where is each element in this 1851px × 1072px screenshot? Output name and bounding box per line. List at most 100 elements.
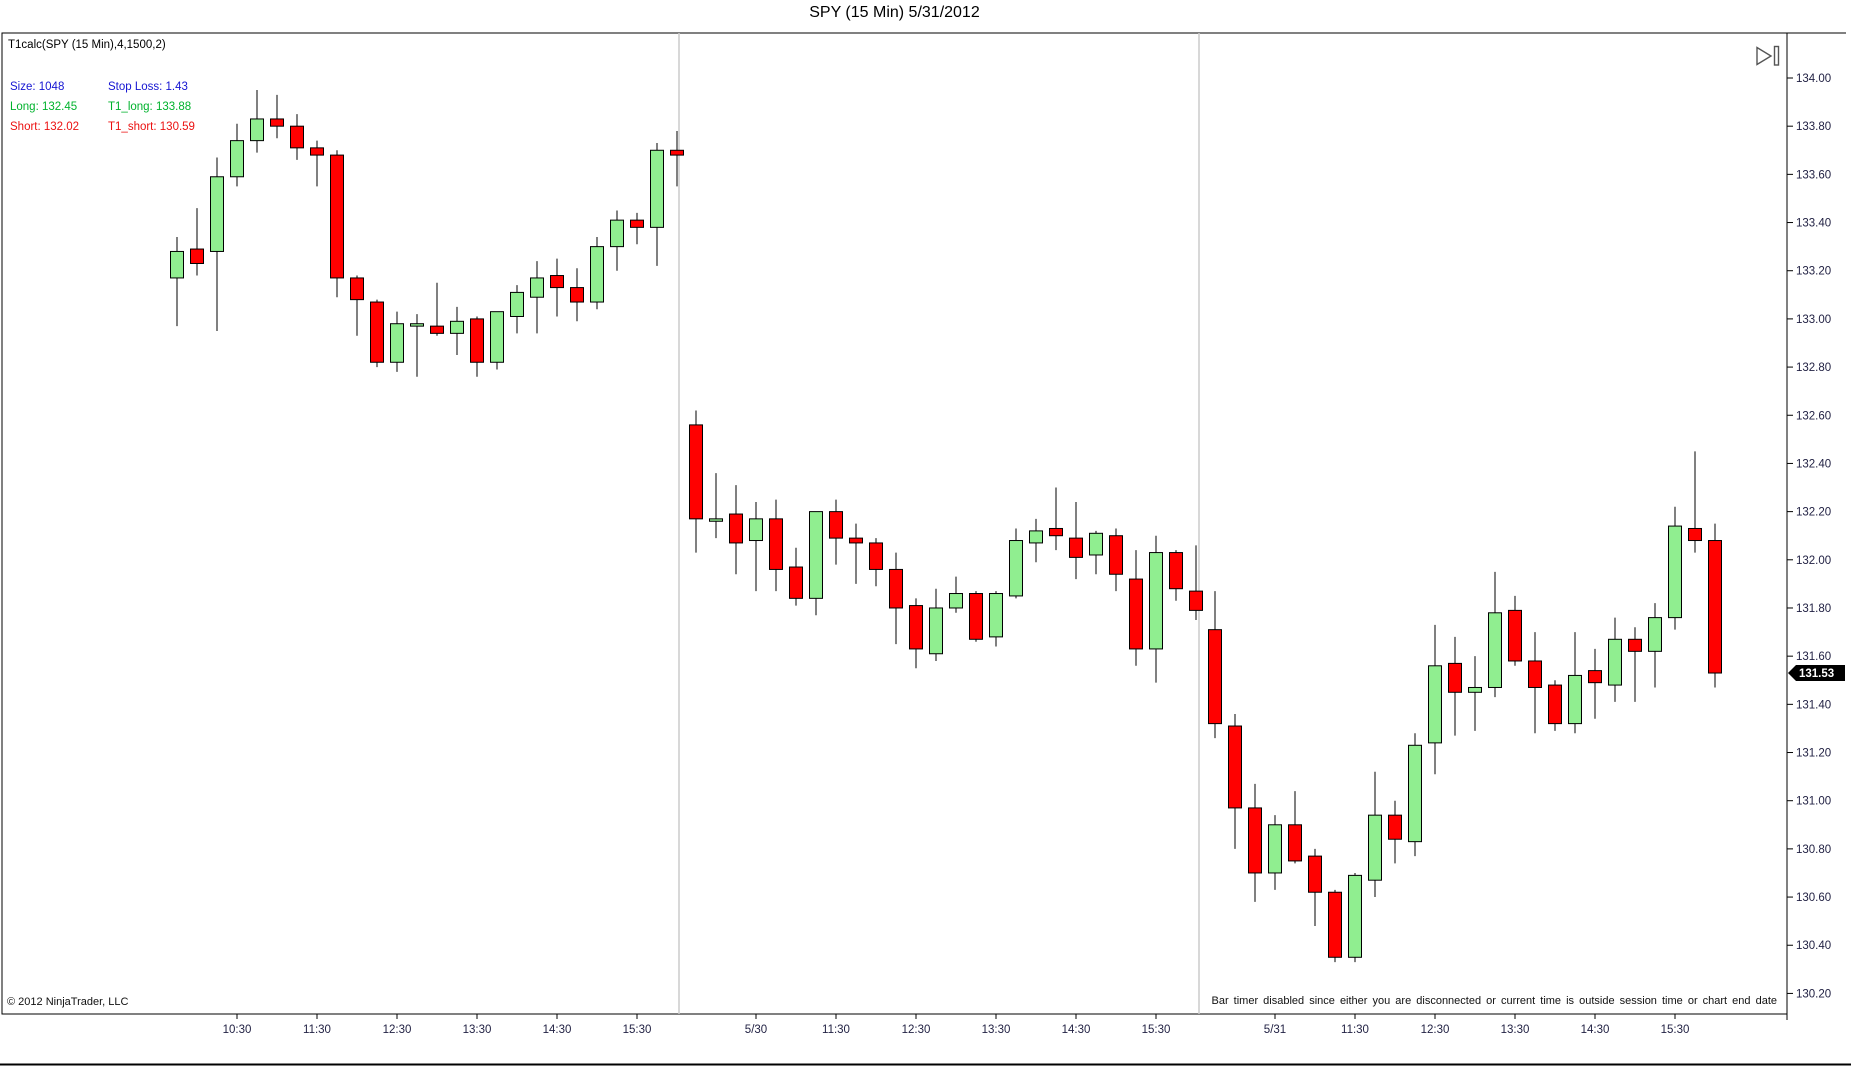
candle-body bbox=[729, 513, 743, 544]
candle bbox=[1508, 595, 1522, 666]
time-tick-label: 14:30 bbox=[1062, 1024, 1091, 1036]
candle bbox=[889, 552, 903, 645]
price-tick-label: 132.20 bbox=[1796, 507, 1831, 519]
price-tick-label: 134.00 bbox=[1796, 73, 1831, 85]
candle bbox=[1109, 528, 1123, 592]
time-tick-label: 15:30 bbox=[1661, 1024, 1690, 1036]
candle-body bbox=[1348, 874, 1362, 958]
candle-body bbox=[370, 301, 384, 363]
price-tick-label: 130.40 bbox=[1796, 940, 1831, 952]
candle bbox=[709, 473, 723, 539]
candle bbox=[1468, 656, 1482, 731]
candle bbox=[410, 314, 424, 377]
plot-border bbox=[1, 32, 1788, 1015]
candle bbox=[1029, 518, 1043, 563]
candle-body bbox=[1448, 662, 1462, 693]
candle-body bbox=[430, 325, 444, 334]
price-tick-label: 133.60 bbox=[1796, 169, 1831, 181]
candle bbox=[270, 94, 284, 139]
candle-body bbox=[1189, 590, 1203, 611]
price-tick-label: 131.00 bbox=[1796, 796, 1831, 808]
candle bbox=[829, 499, 843, 565]
candle bbox=[510, 285, 524, 334]
candle-body bbox=[889, 568, 903, 609]
candle bbox=[969, 591, 983, 642]
candle-body bbox=[190, 248, 204, 264]
price-tick-label: 133.40 bbox=[1796, 218, 1831, 230]
candle-body bbox=[709, 518, 723, 522]
candle bbox=[590, 236, 604, 310]
candle-body bbox=[1228, 725, 1242, 809]
time-tick-label: 10:30 bbox=[223, 1024, 252, 1036]
candle-body bbox=[869, 542, 883, 570]
candle-body bbox=[170, 250, 184, 279]
candle bbox=[1149, 535, 1163, 683]
candle-body bbox=[1588, 670, 1602, 684]
candle bbox=[470, 316, 484, 377]
candle-body bbox=[1508, 609, 1522, 662]
candle-body bbox=[1268, 824, 1282, 874]
candle-body bbox=[330, 154, 344, 279]
candle-body bbox=[1169, 552, 1183, 590]
candle-body bbox=[1308, 855, 1322, 893]
price-tick-label: 130.60 bbox=[1796, 892, 1831, 904]
candle-body bbox=[1568, 674, 1582, 725]
candle bbox=[670, 130, 684, 187]
candle-body bbox=[769, 518, 783, 570]
candle bbox=[170, 236, 184, 327]
candle bbox=[250, 90, 264, 153]
candle bbox=[1189, 545, 1203, 621]
candle-body bbox=[909, 605, 923, 650]
skip-to-end-icon[interactable] bbox=[1756, 46, 1773, 66]
candle-body bbox=[1628, 638, 1642, 652]
candle-body bbox=[1648, 617, 1662, 652]
candle-body bbox=[570, 287, 584, 303]
skip-to-end-icon-bar[interactable] bbox=[1773, 45, 1780, 66]
price-tick-label: 131.40 bbox=[1796, 699, 1831, 711]
candle bbox=[1328, 889, 1342, 963]
candle bbox=[330, 150, 344, 298]
candle-body bbox=[1009, 540, 1023, 597]
stat-right: Stop Loss: 1.43 bbox=[108, 81, 188, 93]
candle-body bbox=[610, 219, 624, 248]
candle-body bbox=[1109, 535, 1123, 575]
candle-body bbox=[410, 323, 424, 327]
candle-body bbox=[390, 323, 404, 363]
price-tick-label: 131.20 bbox=[1796, 748, 1831, 760]
candle bbox=[1248, 783, 1262, 902]
candle bbox=[729, 485, 743, 575]
price-tick-label: 130.80 bbox=[1796, 844, 1831, 856]
candle bbox=[1588, 648, 1602, 719]
candle bbox=[1208, 591, 1222, 739]
candle-body bbox=[1608, 638, 1622, 686]
stat-right: T1_long: 133.88 bbox=[108, 101, 192, 113]
price-tick-label: 131.80 bbox=[1796, 603, 1831, 615]
candle-body bbox=[450, 320, 464, 334]
candle-body bbox=[989, 593, 1003, 638]
candle bbox=[1708, 523, 1722, 688]
candle-body bbox=[1248, 807, 1262, 874]
candle bbox=[430, 282, 444, 336]
candle-body bbox=[1069, 537, 1083, 558]
candle bbox=[570, 268, 584, 322]
candle bbox=[869, 538, 883, 587]
candle-body bbox=[270, 118, 284, 127]
indicator-label: T1calc(SPY (15 Min),4,1500,2) bbox=[8, 39, 166, 51]
candle-body bbox=[530, 277, 544, 298]
candle-body bbox=[1388, 814, 1402, 840]
candle bbox=[989, 591, 1003, 647]
candle-body bbox=[1468, 686, 1482, 693]
bar-timer-status: Bar timer disabled since either you are … bbox=[1211, 995, 1778, 1007]
candle bbox=[1228, 713, 1242, 849]
candle-body bbox=[1029, 530, 1043, 544]
candle-body bbox=[1328, 891, 1342, 958]
candle bbox=[1268, 815, 1282, 890]
chart-title: SPY (15 Min) 5/31/2012 bbox=[809, 4, 980, 21]
price-tick-label: 133.00 bbox=[1796, 314, 1831, 326]
candle bbox=[689, 410, 703, 553]
candle bbox=[1548, 680, 1562, 731]
stat-right: T1_short: 130.59 bbox=[108, 121, 195, 133]
candle bbox=[909, 598, 923, 669]
